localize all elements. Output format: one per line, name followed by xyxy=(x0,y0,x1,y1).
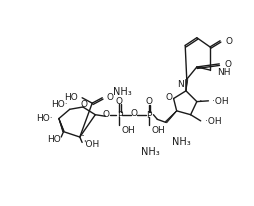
Text: OH: OH xyxy=(122,125,135,134)
Text: ·: · xyxy=(80,129,84,142)
Text: O: O xyxy=(103,109,110,118)
Text: HO·: HO· xyxy=(51,100,67,109)
Text: NH₃: NH₃ xyxy=(172,136,191,146)
Text: O: O xyxy=(131,108,138,117)
Text: O: O xyxy=(226,37,232,46)
Text: HO·: HO· xyxy=(36,114,53,123)
Text: NH₃: NH₃ xyxy=(113,86,132,96)
Text: O: O xyxy=(106,92,113,101)
Text: 'OH: 'OH xyxy=(83,140,99,149)
Text: HO: HO xyxy=(47,135,60,143)
Text: NH₃: NH₃ xyxy=(141,146,160,156)
Text: O: O xyxy=(116,96,123,105)
Text: O: O xyxy=(145,97,152,106)
Text: O: O xyxy=(165,92,172,101)
Text: NH: NH xyxy=(217,68,230,77)
Text: ·: · xyxy=(198,96,202,105)
Text: O: O xyxy=(80,100,87,109)
Text: ·OH: ·OH xyxy=(212,96,229,105)
Text: P: P xyxy=(117,111,122,120)
Text: ·OH: ·OH xyxy=(204,117,221,126)
Text: OH: OH xyxy=(151,125,165,134)
Text: N: N xyxy=(177,79,184,88)
Text: HO: HO xyxy=(65,92,78,101)
Text: O: O xyxy=(225,60,232,69)
Text: P: P xyxy=(146,111,151,120)
